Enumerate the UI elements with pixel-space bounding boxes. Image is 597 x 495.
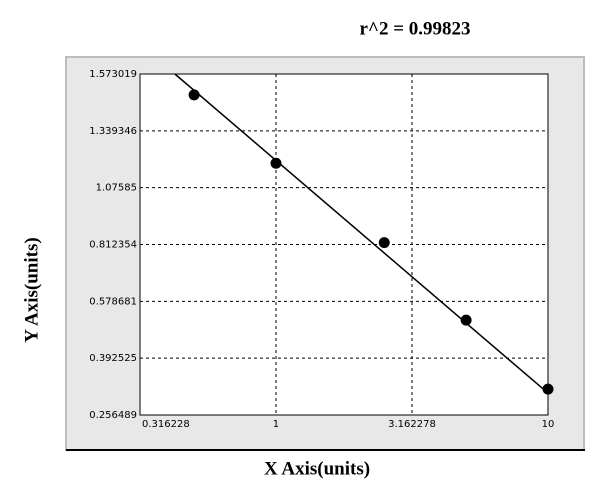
data-point bbox=[460, 314, 472, 326]
y-tick-label: 1.573019 bbox=[89, 69, 137, 80]
chart-title: r^2 = 0.99823 bbox=[359, 18, 470, 39]
x-tick-label: 0.316228 bbox=[142, 419, 190, 430]
y-tick-label: 0.392525 bbox=[89, 353, 137, 364]
x-axis-label: X Axis(units) bbox=[264, 458, 370, 479]
y-axis-label: Y Axis(units) bbox=[21, 237, 42, 342]
data-point bbox=[542, 383, 554, 395]
data-point bbox=[378, 237, 390, 249]
y-tick-label: 0.578681 bbox=[89, 296, 137, 307]
x-tick-label: 10 bbox=[542, 419, 555, 430]
y-tick-label: 0.256489 bbox=[89, 410, 137, 421]
x-tick-label: 1 bbox=[273, 419, 279, 430]
y-tick-label: 0.812354 bbox=[89, 240, 137, 251]
y-tick-label: 1.339346 bbox=[89, 126, 137, 137]
fit-line bbox=[174, 73, 549, 394]
y-tick-label: 1.07585 bbox=[96, 183, 137, 194]
data-point bbox=[270, 157, 282, 169]
data-point bbox=[188, 89, 200, 101]
x-tick-label: 3.162278 bbox=[388, 419, 436, 430]
